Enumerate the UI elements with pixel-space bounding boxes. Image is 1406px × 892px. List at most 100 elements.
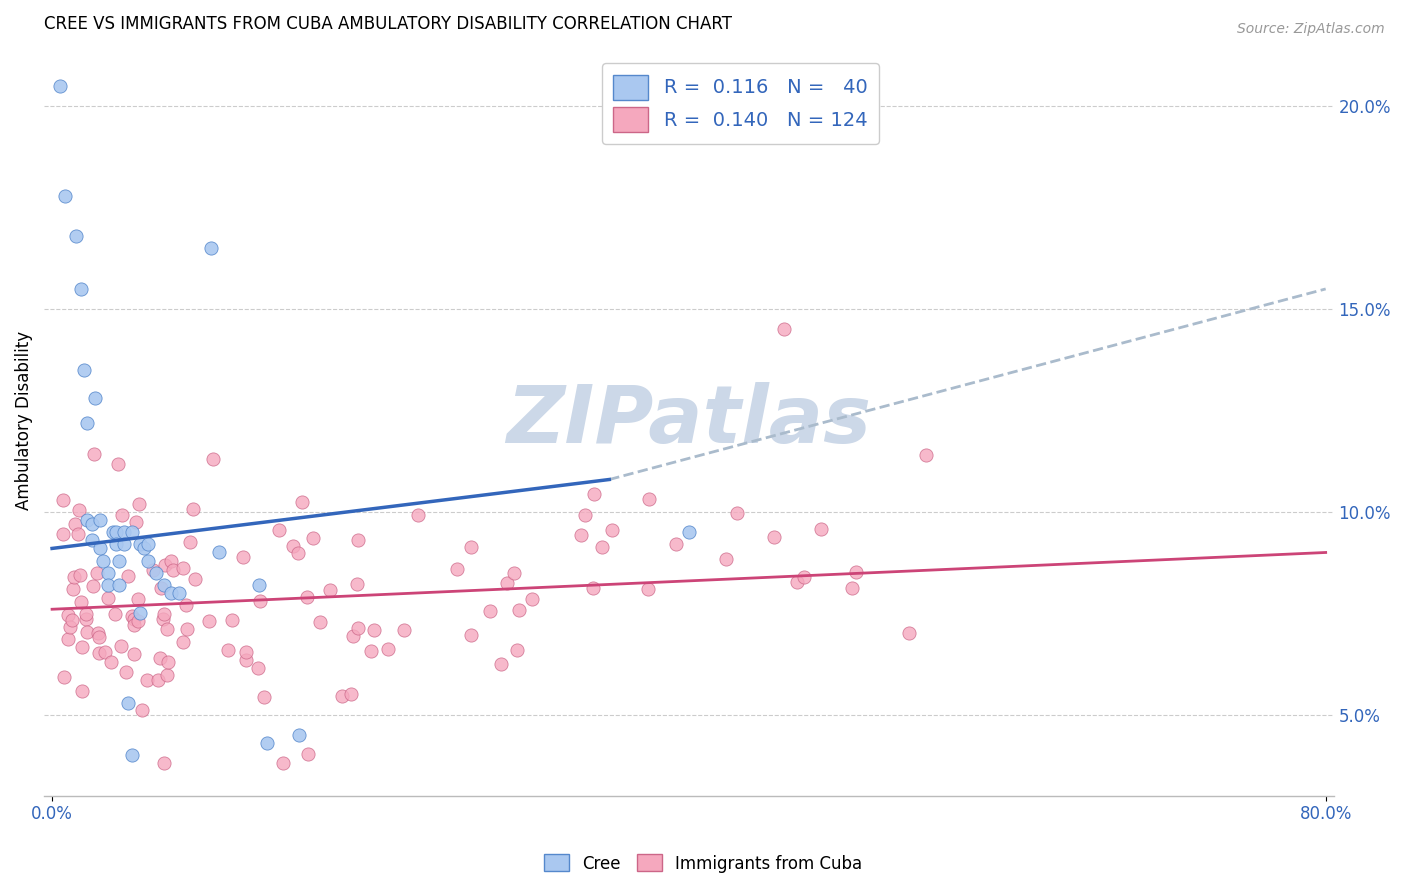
Point	[198, 614, 221, 628]
Point	[121, 525, 143, 540]
Point	[149, 651, 172, 665]
Y-axis label: Ambulatory Disability: Ambulatory Disability	[15, 331, 32, 510]
Point	[253, 690, 276, 705]
Point	[249, 594, 271, 608]
Point	[363, 623, 385, 637]
Point	[377, 641, 399, 656]
Point	[97, 566, 120, 580]
Point	[104, 525, 127, 540]
Point	[506, 643, 529, 657]
Point	[91, 553, 114, 567]
Point	[75, 607, 97, 622]
Point	[287, 545, 309, 559]
Point	[73, 363, 96, 377]
Point	[150, 581, 173, 595]
Point	[112, 537, 135, 551]
Point	[502, 566, 524, 581]
Point	[678, 525, 700, 540]
Point	[128, 607, 150, 621]
Point	[117, 569, 139, 583]
Point	[70, 640, 93, 655]
Text: CREE VS IMMIGRANTS FROM CUBA AMBULATORY DISABILITY CORRELATION CHART: CREE VS IMMIGRANTS FROM CUBA AMBULATORY …	[44, 15, 733, 33]
Point	[496, 575, 519, 590]
Point	[82, 578, 104, 592]
Point	[93, 645, 115, 659]
Point	[810, 522, 832, 536]
Point	[52, 526, 75, 541]
Point	[360, 644, 382, 658]
Point	[103, 607, 125, 621]
Point	[86, 566, 108, 581]
Point	[301, 531, 323, 545]
Point	[309, 615, 332, 629]
Point	[217, 643, 239, 657]
Point	[283, 539, 305, 553]
Point	[200, 241, 222, 255]
Point	[318, 582, 340, 597]
Point	[128, 497, 150, 511]
Point	[591, 540, 613, 554]
Point	[62, 582, 84, 597]
Point	[172, 561, 194, 575]
Point	[297, 590, 319, 604]
Point	[235, 645, 257, 659]
Point	[267, 523, 290, 537]
Point	[59, 619, 82, 633]
Point	[153, 607, 176, 622]
Point	[122, 618, 145, 632]
Point	[112, 525, 135, 540]
Point	[121, 748, 143, 763]
Point	[49, 79, 72, 94]
Point	[271, 756, 294, 771]
Point	[69, 282, 91, 296]
Point	[637, 582, 659, 596]
Point	[460, 628, 482, 642]
Point	[142, 563, 165, 577]
Legend: R =  0.116   N =   40, R =  0.140   N = 124: R = 0.116 N = 40, R = 0.140 N = 124	[602, 63, 879, 144]
Point	[80, 517, 103, 532]
Point	[845, 565, 868, 579]
Point	[179, 534, 201, 549]
Point	[152, 612, 174, 626]
Point	[232, 549, 254, 564]
Point	[67, 502, 90, 516]
Point	[111, 508, 134, 522]
Point	[76, 625, 98, 640]
Point	[156, 622, 179, 636]
Point	[125, 515, 148, 529]
Point	[288, 728, 311, 742]
Point	[108, 553, 131, 567]
Point	[76, 416, 98, 430]
Point	[75, 612, 97, 626]
Point	[70, 683, 93, 698]
Point	[714, 552, 737, 566]
Point	[183, 572, 205, 586]
Point	[763, 530, 786, 544]
Point	[256, 736, 278, 750]
Point	[56, 608, 79, 623]
Point	[134, 541, 156, 556]
Point	[600, 523, 623, 537]
Point	[69, 568, 91, 582]
Point	[136, 553, 159, 567]
Point	[114, 665, 136, 680]
Point	[582, 581, 605, 595]
Point	[128, 537, 150, 551]
Point	[221, 613, 243, 627]
Point	[66, 527, 89, 541]
Point	[100, 655, 122, 669]
Point	[65, 229, 87, 244]
Point	[121, 609, 143, 624]
Point	[569, 528, 592, 542]
Point	[104, 537, 127, 551]
Point	[56, 632, 79, 647]
Point	[152, 756, 174, 771]
Point	[70, 595, 93, 609]
Point	[108, 578, 131, 592]
Point	[87, 646, 110, 660]
Point	[80, 533, 103, 548]
Point	[446, 561, 468, 575]
Point	[122, 648, 145, 662]
Point	[478, 604, 501, 618]
Point	[131, 703, 153, 717]
